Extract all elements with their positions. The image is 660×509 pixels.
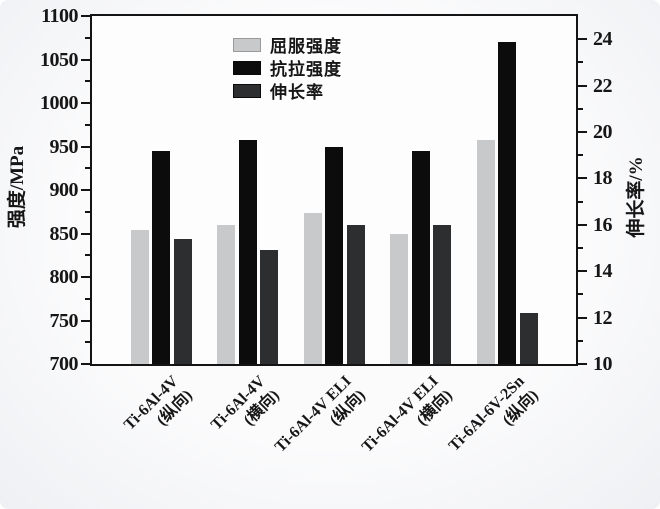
bar-elongation (346, 224, 365, 364)
right-axis-major-tick (578, 223, 587, 226)
right-axis-major-tick (578, 177, 587, 180)
right-axis-major-tick (578, 131, 587, 133)
bar-elongation (433, 224, 451, 364)
bar-elongation (173, 238, 192, 364)
legend-label: 屈服强度 (270, 37, 342, 56)
elongation-swatch (233, 83, 261, 98)
right-axis-minor-tick (578, 247, 583, 249)
left-axis-tick-label: 750 (49, 309, 79, 332)
right-axis-minor-tick (578, 154, 583, 157)
right-axis-minor-tick (578, 61, 583, 64)
left-axis-major-tick (81, 102, 90, 104)
left-axis-tick-label: 1050 (40, 48, 79, 71)
right-axis-major-tick (578, 270, 587, 273)
left-axis-tick-label: 1000 (40, 92, 79, 114)
bar-elongation (260, 250, 278, 364)
left-axis-tick-label: 1100 (41, 5, 78, 27)
right-axis-tick-label: 16 (593, 213, 613, 236)
bar-tensile-strength (411, 150, 430, 364)
right-axis-tick-label: 22 (593, 74, 613, 97)
legend-item-elongation: 伸长率 (233, 79, 342, 102)
right-axis-tick-label: 24 (593, 28, 613, 51)
right-axis-tick-label: 12 (593, 306, 613, 329)
right-axis-title: 伸长率/% (626, 156, 647, 238)
left-axis-minor-tick (85, 123, 90, 126)
right-axis-major-tick (578, 363, 587, 365)
bar-elongation (519, 312, 538, 364)
right-axis-tick-label: 14 (593, 260, 613, 283)
left-axis-minor-tick (85, 210, 90, 213)
left-axis-major-tick (81, 363, 90, 365)
legend-label: 抗拉强度 (270, 60, 342, 79)
right-axis-major-tick (578, 84, 587, 87)
bar-tensile-strength (152, 150, 170, 364)
left-axis-major-tick (81, 319, 90, 322)
legend: 屈服强度 抗拉强度 伸长率 (233, 33, 342, 102)
bar-tensile-strength (325, 147, 343, 364)
left-axis-tick-label: 800 (49, 266, 79, 288)
left-axis-major-tick (81, 189, 90, 191)
left-axis-tick-label: 700 (49, 353, 79, 375)
bar-yield-strength (390, 234, 408, 364)
left-axis-minor-tick (85, 167, 90, 170)
yield-strength-swatch (233, 37, 261, 52)
left-axis-tick-label: 950 (49, 135, 79, 158)
bar-yield-strength (476, 140, 495, 364)
left-axis-minor-tick (85, 36, 90, 39)
right-axis-minor-tick (578, 107, 583, 110)
left-axis-major-tick (81, 58, 90, 61)
left-axis-major-tick (81, 145, 90, 148)
bar-tensile-strength (498, 42, 516, 364)
bar-yield-strength (303, 213, 322, 364)
legend-label: 伸长率 (270, 83, 324, 102)
right-axis-minor-tick (578, 200, 583, 203)
left-axis-minor-tick (85, 80, 90, 83)
left-axis-major-tick (81, 276, 90, 278)
right-axis-tick-label: 10 (593, 353, 613, 375)
left-axis-minor-tick (85, 254, 90, 257)
tensile-strength-swatch (233, 60, 261, 75)
left-axis-major-tick (81, 232, 90, 235)
left-axis-tick-label: 850 (49, 222, 79, 245)
right-axis-tick-label: 18 (593, 167, 613, 190)
right-axis-minor-tick (578, 293, 583, 296)
bar-yield-strength (217, 224, 235, 364)
left-axis-major-tick (81, 15, 90, 17)
legend-item-yield-strength: 屈服强度 (233, 33, 342, 56)
left-axis-tick-label: 900 (49, 179, 79, 201)
bar-tensile-strength (238, 139, 257, 364)
right-axis-tick-label: 20 (593, 121, 613, 143)
right-axis-major-tick (578, 38, 587, 41)
left-axis-minor-tick (85, 341, 90, 344)
left-axis-minor-tick (85, 297, 90, 300)
right-axis-minor-tick (578, 339, 583, 342)
bar-yield-strength (130, 230, 149, 364)
legend-item-tensile-strength: 抗拉强度 (233, 56, 342, 79)
right-axis-major-tick (578, 316, 587, 319)
